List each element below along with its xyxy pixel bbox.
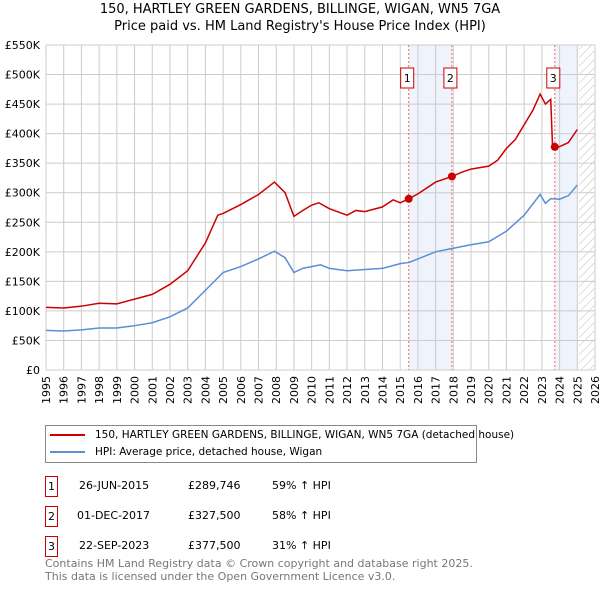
x-tick-label: 2008 [270,376,283,404]
sale-point [404,194,413,203]
y-tick-label: £400K [5,128,41,141]
sale-date: 22-SEP-2023 [79,539,150,552]
x-tick-label: 2007 [253,376,266,404]
x-tick-label: 1997 [75,376,88,404]
legend-item-property: 150, HARTLEY GREEN GARDENS, BILLINGE, WI… [50,429,514,441]
x-tick-label: 2011 [323,376,336,404]
x-tick-label: 2013 [359,376,372,404]
footer: Contains HM Land Registry data © Crown c… [45,557,473,583]
x-tick-label: 2017 [430,376,443,404]
hpi-line [45,184,578,332]
legend-label: 150, HARTLEY GREEN GARDENS, BILLINGE, WI… [95,429,515,441]
sale-point [550,142,559,151]
x-tick-label: 2001 [146,376,159,404]
x-tick-label: 2015 [394,376,407,404]
x-tick-label: 2022 [518,376,531,404]
legend: 150, HARTLEY GREEN GARDENS, BILLINGE, WI… [45,425,514,463]
footer-line: Contains HM Land Registry data © Crown c… [45,557,473,570]
sale-marker-label: 2 [447,72,454,85]
x-tick-label: 2004 [199,376,212,404]
x-tick-label: 1999 [111,376,124,404]
sale-marker-box [546,67,561,89]
y-tick-label: £450K [5,98,41,111]
x-tick-label: 1995 [40,376,53,404]
legend-swatch [50,434,85,436]
future-hatch [579,45,595,370]
x-tick-label: 2020 [483,376,496,404]
x-tick-label: 1996 [58,376,71,404]
shaded-period [554,45,578,370]
sale-marker-box [400,67,415,89]
x-tick-label: 2000 [129,376,142,404]
x-tick-label: 2024 [554,376,567,404]
sale-point [447,172,456,181]
x-tick-label: 2010 [306,376,319,404]
sale-marker: 2 [45,506,58,527]
y-tick-label: £0 [26,364,40,377]
x-tick-label: 2012 [341,376,354,404]
sale-price: £377,500 [188,539,241,552]
sale-date: 01-DEC-2017 [77,509,151,522]
y-tick-label: £50K [12,334,41,347]
sale-marker-label: 1 [404,72,411,85]
y-tick-label: £150K [5,275,41,288]
chart-subtitle: Price paid vs. HM Land Registry's House … [114,19,486,34]
sale-hpi: 31% ↑ HPI [272,539,331,552]
legend-swatch [50,451,85,453]
y-tick-label: £200K [5,246,41,259]
x-tick-label: 1998 [93,376,106,404]
y-tick-label: £300K [5,187,41,200]
y-tick-label: £550K [5,39,41,52]
legend-item-hpi: HPI: Average price, detached house, Wiga… [50,446,322,458]
x-tick-label: 2018 [447,376,460,404]
sale-hpi: 58% ↑ HPI [272,509,331,522]
sale-marker-label: 3 [550,72,557,85]
x-tick-label: 2014 [376,376,389,404]
x-tick-label: 2006 [235,376,248,404]
y-tick-label: £350K [5,157,41,170]
x-tick-label: 2016 [412,376,425,404]
sale-marker: 3 [45,536,58,557]
x-tick-label: 2026 [589,376,600,404]
x-tick-label: 2025 [571,376,584,404]
sale-marker-box [443,67,458,89]
sale-price: £327,500 [188,509,241,522]
chart-title: 150, HARTLEY GREEN GARDENS, BILLINGE, WI… [99,2,501,17]
sale-marker: 1 [45,476,58,497]
legend-label: HPI: Average price, detached house, Wiga… [95,446,323,458]
x-tick-label: 2009 [288,376,301,404]
x-tick-label: 2021 [500,376,513,404]
y-tick-label: £500K [5,69,41,82]
sale-price: £289,746 [188,479,241,492]
plot-area: 1995 1996 1997 1998 1999 2000 2001 2002 2003 2004… [5,39,600,404]
x-tick-label: 2005 [217,376,230,404]
shaded-period [408,45,452,370]
footer-line: This data is licensed under the Open Gov… [45,570,396,583]
sale-hpi: 59% ↑ HPI [272,479,331,492]
x-tick-label: 2019 [465,376,478,404]
property-line [45,92,578,309]
y-tick-label: £100K [5,305,41,318]
x-tick-label: 2003 [182,376,195,404]
sale-date: 26-JUN-2015 [79,479,150,492]
x-tick-label: 2002 [164,376,177,404]
x-tick-label: 2023 [536,376,549,404]
y-tick-label: £250K [5,216,41,229]
